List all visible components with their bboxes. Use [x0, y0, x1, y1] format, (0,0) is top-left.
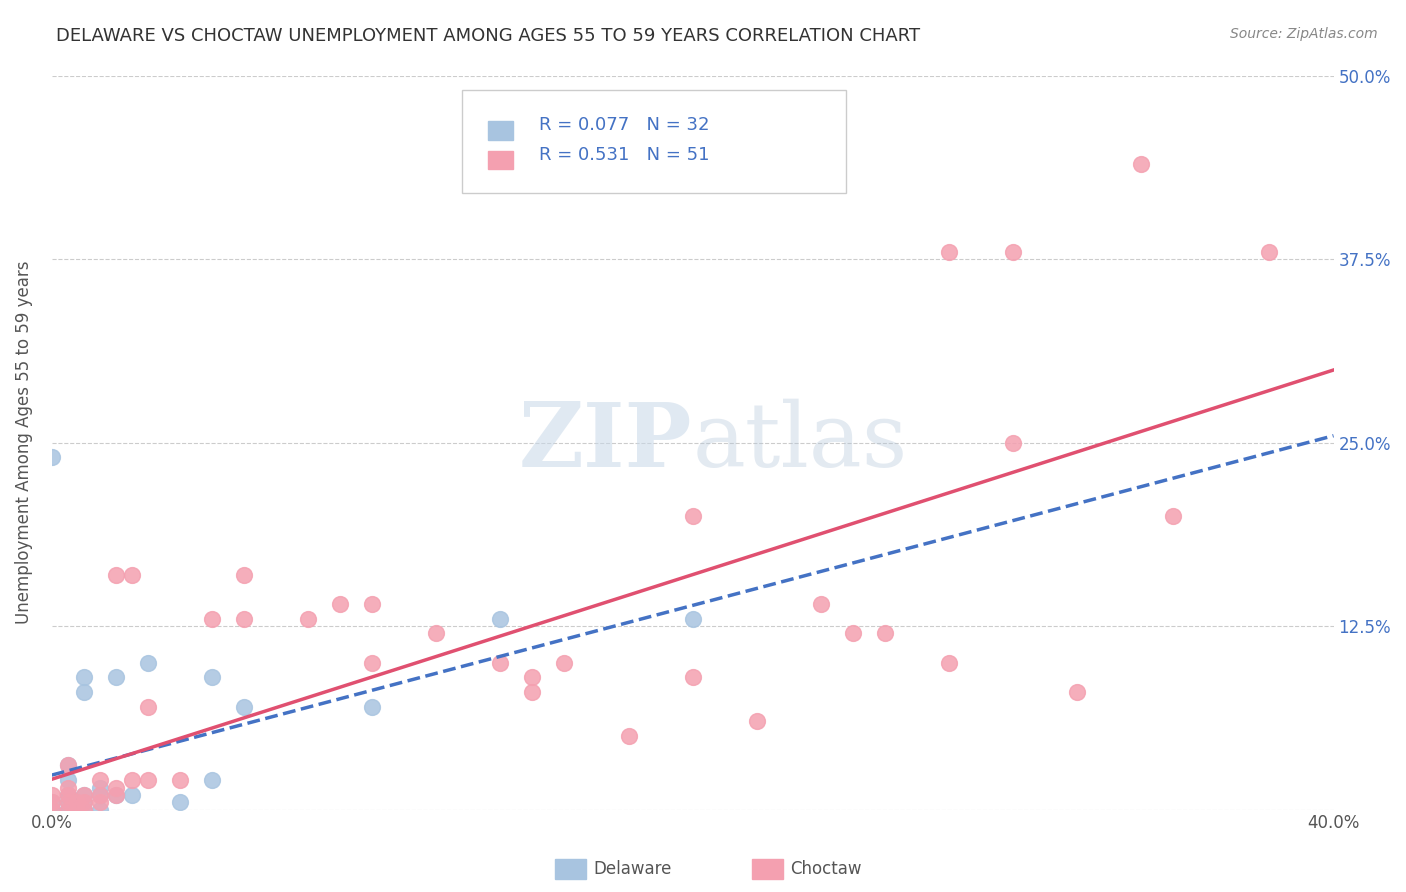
Point	[121, 788, 143, 802]
Point	[73, 788, 96, 802]
Point	[425, 626, 447, 640]
Point	[1066, 685, 1088, 699]
Point	[938, 656, 960, 670]
Point	[89, 803, 111, 817]
Point	[553, 656, 575, 670]
Text: atlas: atlas	[693, 399, 908, 486]
Point	[73, 803, 96, 817]
Text: R = 0.531   N = 51: R = 0.531 N = 51	[538, 145, 709, 164]
Point	[41, 795, 63, 809]
Point	[73, 685, 96, 699]
Point	[201, 612, 224, 626]
Point	[1002, 244, 1025, 259]
Text: Choctaw: Choctaw	[790, 860, 862, 878]
Point	[41, 788, 63, 802]
Point	[41, 450, 63, 465]
Point	[89, 795, 111, 809]
Point	[361, 656, 384, 670]
Point	[201, 773, 224, 788]
Point	[41, 803, 63, 817]
FancyBboxPatch shape	[463, 90, 846, 193]
Point	[66, 803, 89, 817]
Point	[104, 788, 127, 802]
Point	[682, 612, 704, 626]
Point	[121, 567, 143, 582]
Point	[73, 670, 96, 684]
Point	[1130, 156, 1153, 170]
Point	[682, 508, 704, 523]
Point	[104, 788, 127, 802]
Point	[810, 597, 832, 611]
Point	[136, 773, 159, 788]
Point	[73, 795, 96, 809]
Point	[233, 612, 256, 626]
Point	[56, 803, 79, 817]
Point	[522, 670, 544, 684]
Point	[745, 714, 768, 729]
Text: ZIP: ZIP	[519, 399, 693, 486]
Point	[56, 773, 79, 788]
Point	[41, 795, 63, 809]
Point	[104, 567, 127, 582]
Point	[361, 597, 384, 611]
Y-axis label: Unemployment Among Ages 55 to 59 years: Unemployment Among Ages 55 to 59 years	[15, 260, 32, 624]
Point	[73, 803, 96, 817]
Point	[233, 567, 256, 582]
Text: R = 0.077   N = 32: R = 0.077 N = 32	[538, 117, 709, 135]
Text: Delaware: Delaware	[593, 860, 672, 878]
Point	[1161, 508, 1184, 523]
Point	[1258, 244, 1281, 259]
Point	[73, 795, 96, 809]
Point	[121, 773, 143, 788]
Point	[136, 656, 159, 670]
FancyBboxPatch shape	[488, 151, 513, 169]
Point	[89, 773, 111, 788]
Point	[489, 612, 512, 626]
Point	[56, 803, 79, 817]
Point	[169, 773, 191, 788]
Point	[41, 803, 63, 817]
Point	[56, 788, 79, 802]
Point	[66, 795, 89, 809]
Point	[169, 795, 191, 809]
Point	[233, 699, 256, 714]
Point	[89, 788, 111, 802]
FancyBboxPatch shape	[488, 121, 513, 140]
Point	[842, 626, 865, 640]
Text: Source: ZipAtlas.com: Source: ZipAtlas.com	[1230, 27, 1378, 41]
Point	[66, 803, 89, 817]
Point	[136, 699, 159, 714]
Point	[104, 670, 127, 684]
Point	[56, 795, 79, 809]
Point	[938, 244, 960, 259]
Point	[89, 780, 111, 795]
Point	[617, 729, 640, 743]
Point	[56, 803, 79, 817]
Point	[297, 612, 319, 626]
Point	[56, 780, 79, 795]
Point	[201, 670, 224, 684]
Point	[104, 780, 127, 795]
Point	[873, 626, 896, 640]
Point	[56, 758, 79, 772]
Point	[56, 795, 79, 809]
Point	[682, 670, 704, 684]
Point	[89, 788, 111, 802]
Text: DELAWARE VS CHOCTAW UNEMPLOYMENT AMONG AGES 55 TO 59 YEARS CORRELATION CHART: DELAWARE VS CHOCTAW UNEMPLOYMENT AMONG A…	[56, 27, 921, 45]
Point	[56, 788, 79, 802]
Point	[329, 597, 352, 611]
Point	[361, 699, 384, 714]
Point	[66, 795, 89, 809]
Point	[56, 788, 79, 802]
Point	[489, 656, 512, 670]
Point	[522, 685, 544, 699]
Point	[56, 758, 79, 772]
Point	[41, 803, 63, 817]
Point	[1002, 435, 1025, 450]
Point	[73, 788, 96, 802]
